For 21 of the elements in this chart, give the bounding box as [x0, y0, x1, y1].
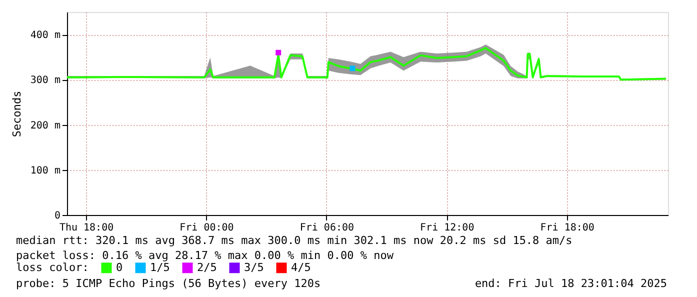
legend-label: 2/5	[197, 260, 217, 274]
x-tick-label: Fri 06:00	[300, 222, 354, 234]
y-tick-label: 400 m	[30, 30, 60, 42]
y-tick-label: 300 m	[30, 75, 60, 86]
legend-title: loss color:	[16, 261, 89, 274]
legend-label: 0	[116, 260, 123, 274]
legend-label: 3/5	[244, 260, 264, 274]
x-tick-label: Fri 12:00	[420, 222, 474, 234]
text: probe: 5 ICMP Echo Pings (56 Bytes) every 120s	[16, 277, 321, 290]
legend-label: 4/5	[291, 260, 311, 274]
x-tick-label: Thu 18:00	[59, 222, 114, 234]
x-tick-label: Fri 00:00	[180, 222, 234, 234]
legend-label: 1/5	[150, 260, 170, 274]
text: median rtt: 320.1 ms avg 368.7 ms max 300.0 ms min 302.1 ms now 20.2 ms sd 15.8 am/s	[16, 234, 572, 247]
text: end: Fri Jul 18 23:01:04 2025	[474, 277, 667, 290]
x-tick-label: Fri 18:00	[540, 222, 594, 234]
y-axis-title: Seconds	[10, 90, 24, 138]
text: packet loss: 0.16 % avg 28.17 % max 0.00 % min 0.00 % now	[16, 249, 394, 262]
y-tick-label: 0	[54, 210, 60, 222]
y-tick-label: 100 m	[30, 165, 60, 176]
y-tick-label: 200 m	[30, 120, 60, 132]
